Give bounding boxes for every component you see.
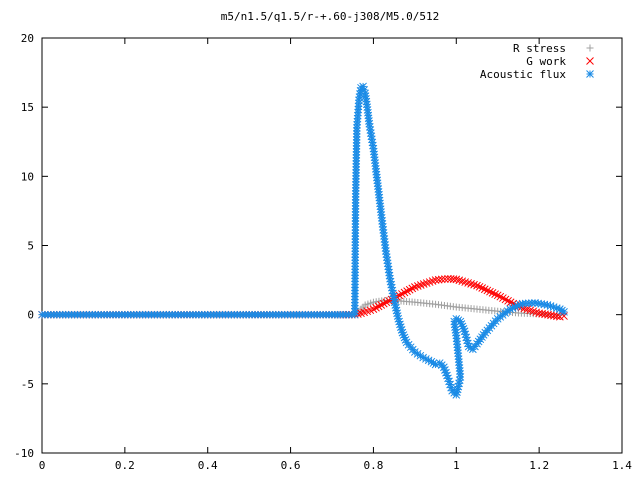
data-point [425, 278, 434, 286]
y-tick-label: 15 [21, 101, 34, 114]
x-tick-label: 1.4 [612, 459, 632, 472]
y-tick-label: 5 [27, 240, 34, 253]
data-point [475, 282, 484, 291]
data-point [464, 279, 472, 287]
data-point [413, 282, 422, 290]
data-point [366, 126, 375, 134]
data-point [411, 283, 419, 291]
data-point [488, 289, 497, 297]
data-point [480, 285, 489, 294]
data-point [365, 123, 374, 131]
data-point [473, 281, 481, 290]
data-point [483, 286, 492, 295]
legend-marker [586, 70, 594, 78]
x-tick-label: 1.2 [529, 459, 549, 472]
series-acoustic-flux [38, 82, 568, 399]
data-point [455, 276, 464, 285]
data-point [416, 281, 425, 289]
plot-frame [41, 37, 623, 454]
data-point [458, 277, 467, 286]
plot-marks [38, 82, 568, 399]
x-tick-label: 1 [453, 459, 460, 472]
legend-label: R stress [513, 42, 566, 55]
y-tick-label: 0 [27, 309, 34, 322]
y-tick-label: 20 [21, 32, 34, 45]
data-point [386, 274, 394, 283]
data-point [470, 280, 478, 289]
x-tick-label: 0 [39, 459, 46, 472]
data-point [526, 306, 535, 315]
x-tick-label: 0.6 [281, 459, 301, 472]
data-point [523, 305, 532, 314]
y-tick-label: 10 [21, 170, 34, 183]
y-tick-label: -10 [14, 447, 34, 460]
x-tick-label: 0.4 [198, 459, 218, 472]
legend-label: Acoustic flux [480, 68, 566, 81]
data-point [422, 279, 431, 287]
data-point [428, 277, 437, 285]
data-point [441, 275, 449, 283]
data-point [529, 307, 538, 316]
data-point [560, 308, 568, 316]
data-point [467, 279, 475, 288]
chart-title: m5/n1.5/q1.5/r-+.60-j308/M5.0/512 [221, 10, 440, 23]
axis-ticks: 0 0.2 0.4 0.6 0.8 1 1.2 1.4 -10 -5 0 5 10 15 20 [14, 32, 632, 472]
y-tick-label: -5 [21, 378, 34, 391]
data-point [486, 287, 494, 296]
data-point [431, 276, 440, 284]
data-point [452, 275, 461, 284]
data-point [461, 278, 470, 286]
data-point [419, 280, 428, 288]
legend-marker [586, 44, 594, 52]
x-tick-label: 0.8 [363, 459, 383, 472]
data-point [437, 275, 446, 284]
data-point [491, 290, 499, 298]
legend-marker [586, 57, 594, 65]
x-tick-label: 0.2 [115, 459, 135, 472]
data-point [478, 284, 487, 292]
data-point [532, 308, 541, 317]
data-point [434, 275, 443, 284]
legend-label: G work [526, 55, 566, 68]
